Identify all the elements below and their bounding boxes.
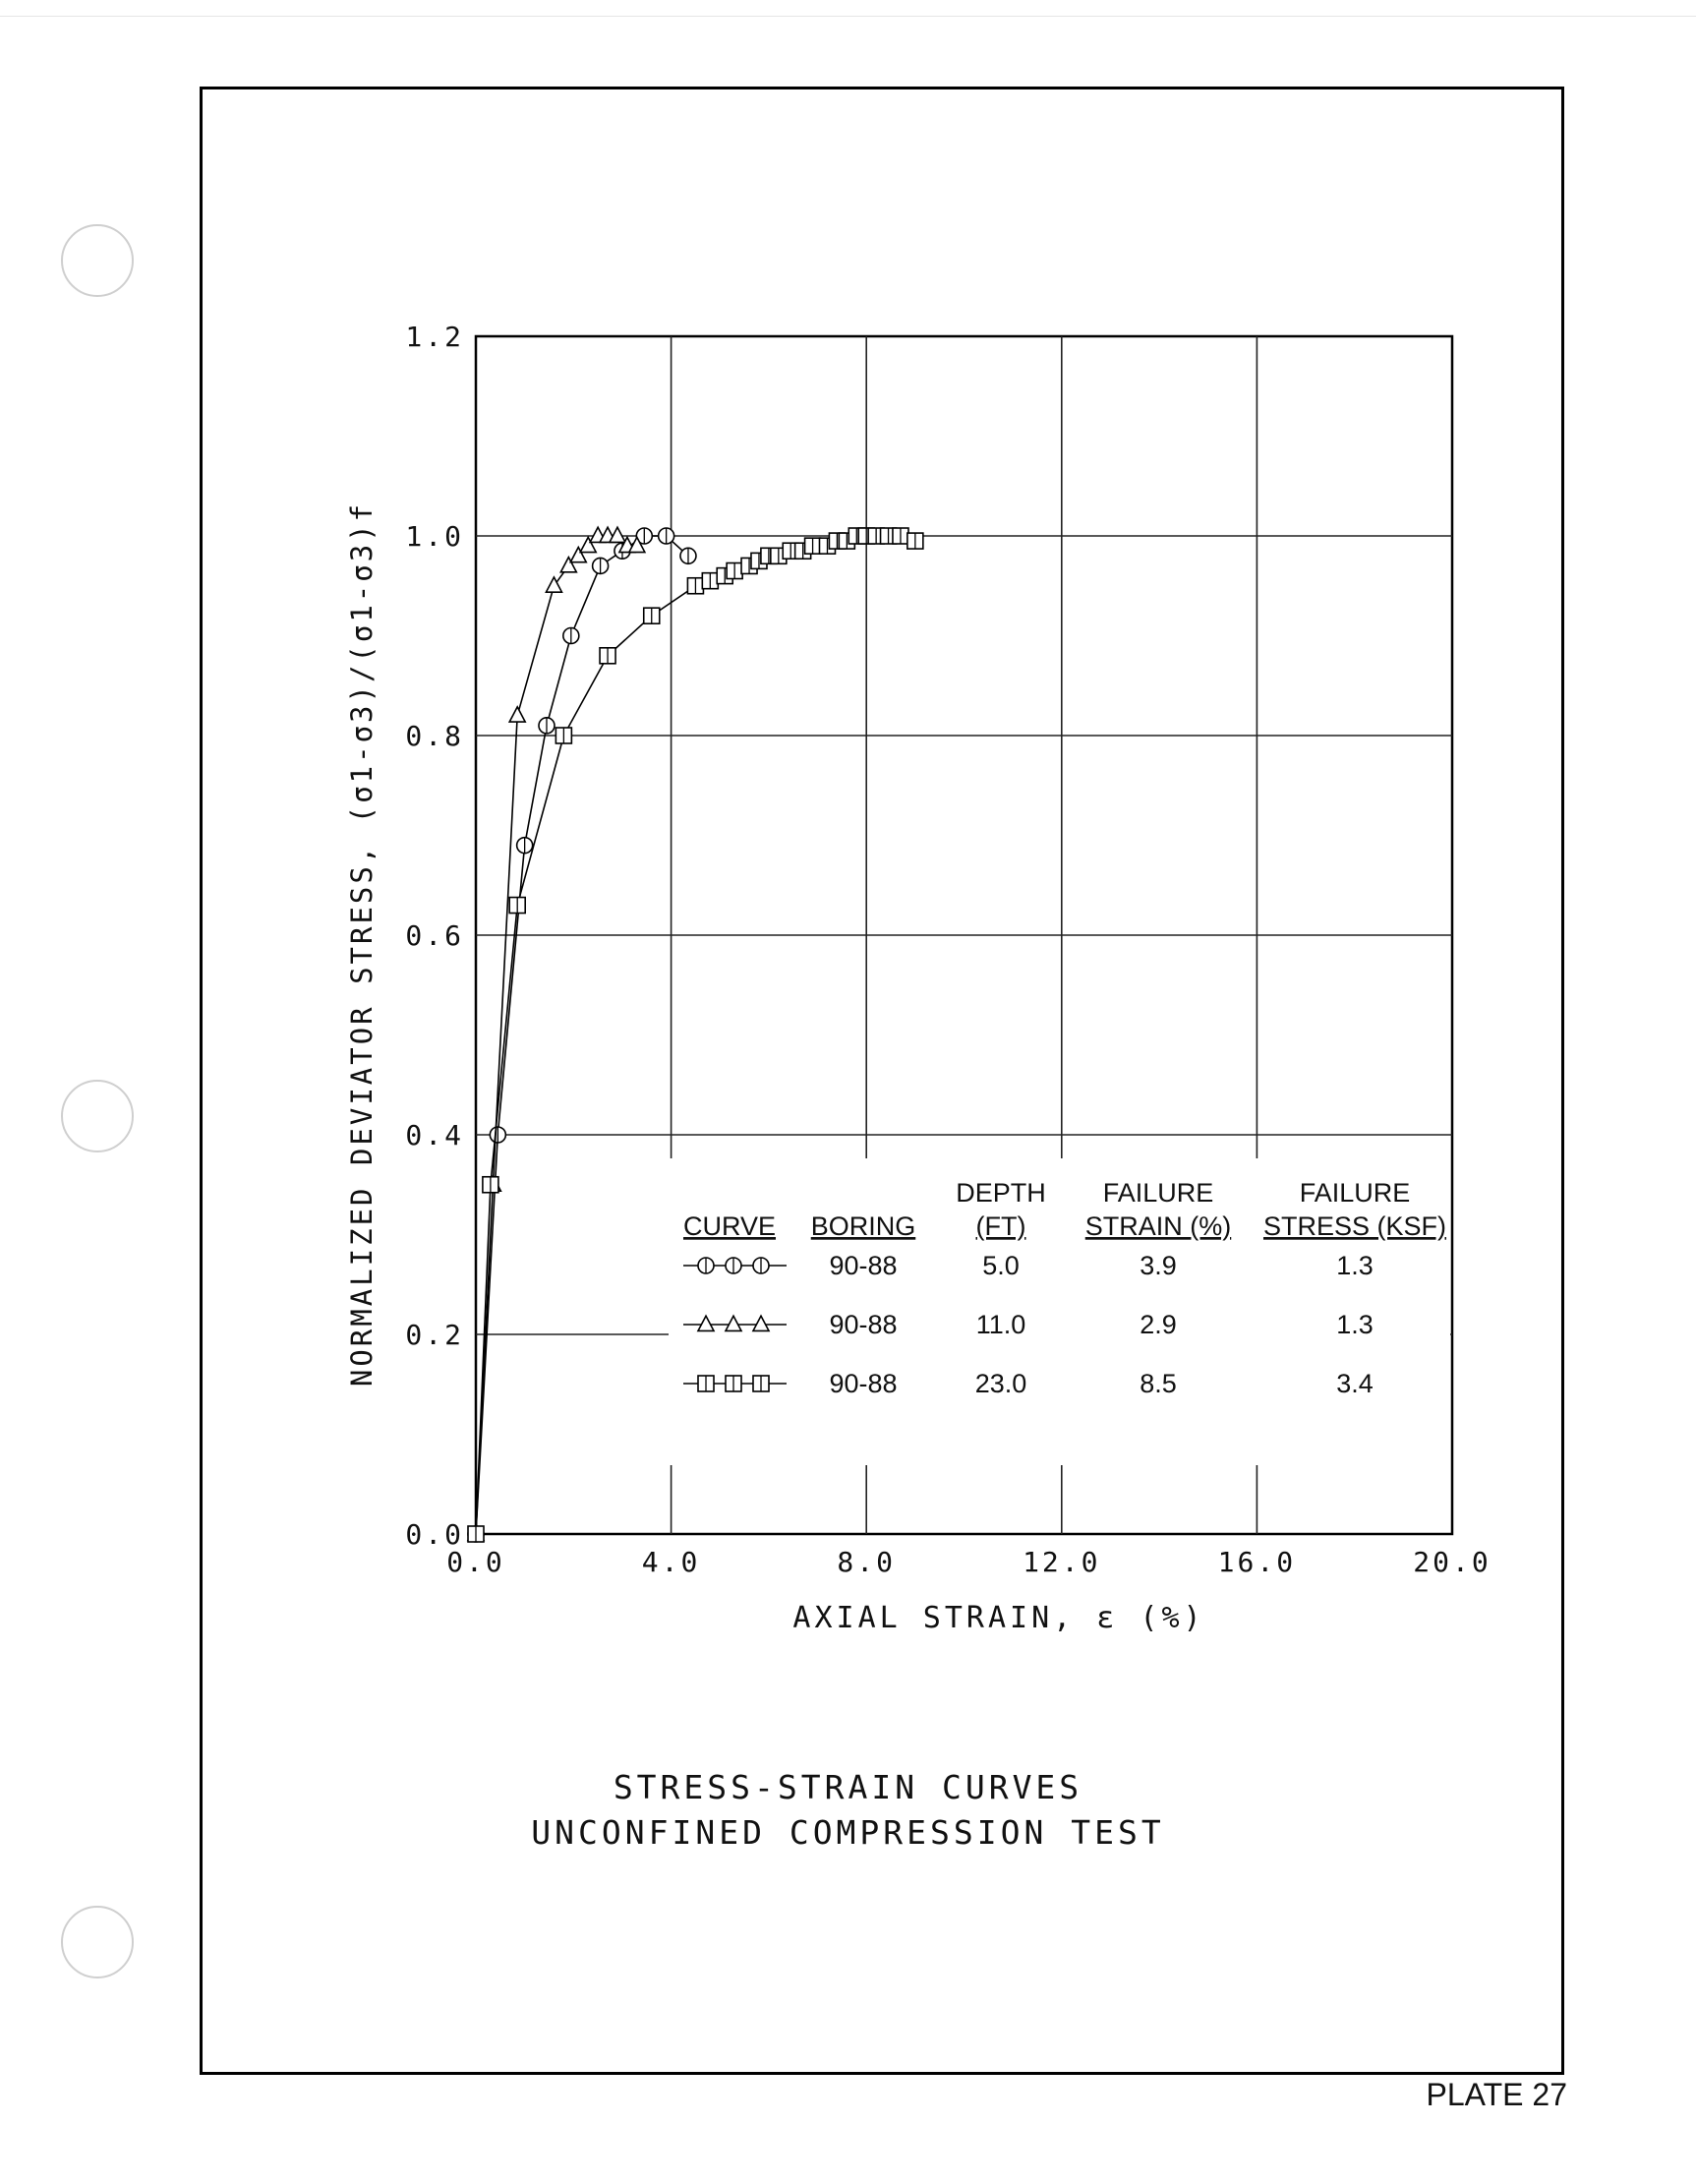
legend-cell: 3.4: [1336, 1369, 1374, 1398]
x-tick-label: 16.0: [1218, 1546, 1296, 1578]
legend-header-line2: CURVE: [683, 1211, 776, 1241]
y-tick-label: 0.2: [405, 1319, 464, 1351]
plate-border: [200, 87, 1564, 2075]
punch-hole-top: [61, 224, 134, 297]
legend-header-line2: STRAIN (%): [1085, 1211, 1232, 1241]
y-tick-label: 1.2: [405, 321, 464, 353]
series-line: [475, 535, 637, 1535]
legend-cell: 11.0: [976, 1310, 1026, 1339]
legend-header-line2: BORING: [811, 1211, 916, 1241]
legend-cell: 23.0: [975, 1369, 1027, 1398]
legend-header-line2: STRESS (KSF): [1263, 1211, 1446, 1241]
title-block: STRESS-STRAIN CURVES UNCONFINED COMPRESS…: [0, 1765, 1696, 1856]
triangle-marker: [559, 555, 578, 573]
legend-cell: 2.9: [1140, 1310, 1177, 1339]
legend-header-line1: DEPTH: [956, 1178, 1046, 1208]
y-tick-label: 1.0: [405, 520, 464, 553]
legend-row: 90-88 23.0 8.5 3.4: [683, 1369, 1374, 1398]
triangle-marker: [696, 1314, 716, 1332]
legend-header-line1: FAILURE: [1300, 1178, 1411, 1208]
series-square: [467, 527, 924, 1543]
legend-row: 90-88 5.0 3.9 1.3: [683, 1251, 1374, 1280]
legend-cell: 90-88: [829, 1369, 897, 1398]
chart-title: STRESS-STRAIN CURVES: [613, 1768, 1083, 1806]
legend-cell: 90-88: [829, 1251, 897, 1280]
x-tick-label: 8.0: [837, 1546, 896, 1578]
legend-cell: 1.3: [1336, 1251, 1374, 1280]
y-tick-label: 0.0: [405, 1518, 464, 1551]
plate-number: PLATE 27: [1426, 2077, 1567, 2112]
series-triangle: [466, 525, 647, 1542]
x-tick-label: 0.0: [446, 1546, 505, 1578]
triangle-marker: [545, 575, 563, 593]
legend-header-line2: (FT): [976, 1211, 1026, 1241]
stress-strain-chart: 0.0 4.0 8.0 12.0 16.0 20.0 0.0 0.2 0.4 0.6 0.8 1.0 1…: [345, 321, 1491, 1635]
triangle-marker: [627, 535, 647, 554]
y-axis-label: NORMALIZED DEVIATOR STRESS, (σ1-σ3)/(σ1-…: [345, 502, 379, 1387]
legend-header-line1: FAILURE: [1103, 1178, 1214, 1208]
axis-tick-labels: 0.0 4.0 8.0 12.0 16.0 20.0 0.0 0.2 0.4 0.6 0.8 1.0 1…: [405, 321, 1491, 1578]
triangle-marker: [568, 545, 588, 563]
triangle-marker: [578, 535, 598, 554]
legend-cell: 1.3: [1336, 1310, 1374, 1339]
legend-row: 90-88 11.0 2.9 1.3: [683, 1310, 1374, 1339]
chart-subtitle: UNCONFINED COMPRESSION TEST: [531, 1813, 1165, 1852]
series-circle: [467, 527, 697, 1543]
y-tick-label: 0.8: [405, 720, 464, 752]
series-line: [475, 535, 689, 1535]
legend-cell: 5.0: [982, 1251, 1020, 1280]
triangle-marker: [507, 705, 527, 723]
data-series: [466, 525, 924, 1543]
scan-edge-line: [0, 16, 1696, 17]
punch-hole-bottom: [61, 1906, 134, 1978]
x-tick-label: 20.0: [1413, 1546, 1491, 1578]
triangle-marker: [751, 1314, 771, 1332]
legend-cell: 90-88: [829, 1310, 897, 1339]
legend-background: [669, 1158, 1450, 1465]
y-tick-label: 0.6: [405, 919, 464, 952]
x-axis-label: AXIAL STRAIN, ε (%): [792, 1601, 1204, 1635]
y-tick-label: 0.4: [405, 1119, 464, 1151]
punch-hole-middle: [61, 1080, 134, 1152]
x-tick-label: 4.0: [642, 1546, 701, 1578]
triangle-marker: [608, 525, 627, 544]
triangle-marker: [724, 1314, 743, 1332]
legend-cell: 8.5: [1140, 1369, 1177, 1398]
legend-cell: 3.9: [1140, 1251, 1177, 1280]
x-tick-label: 12.0: [1023, 1546, 1100, 1578]
